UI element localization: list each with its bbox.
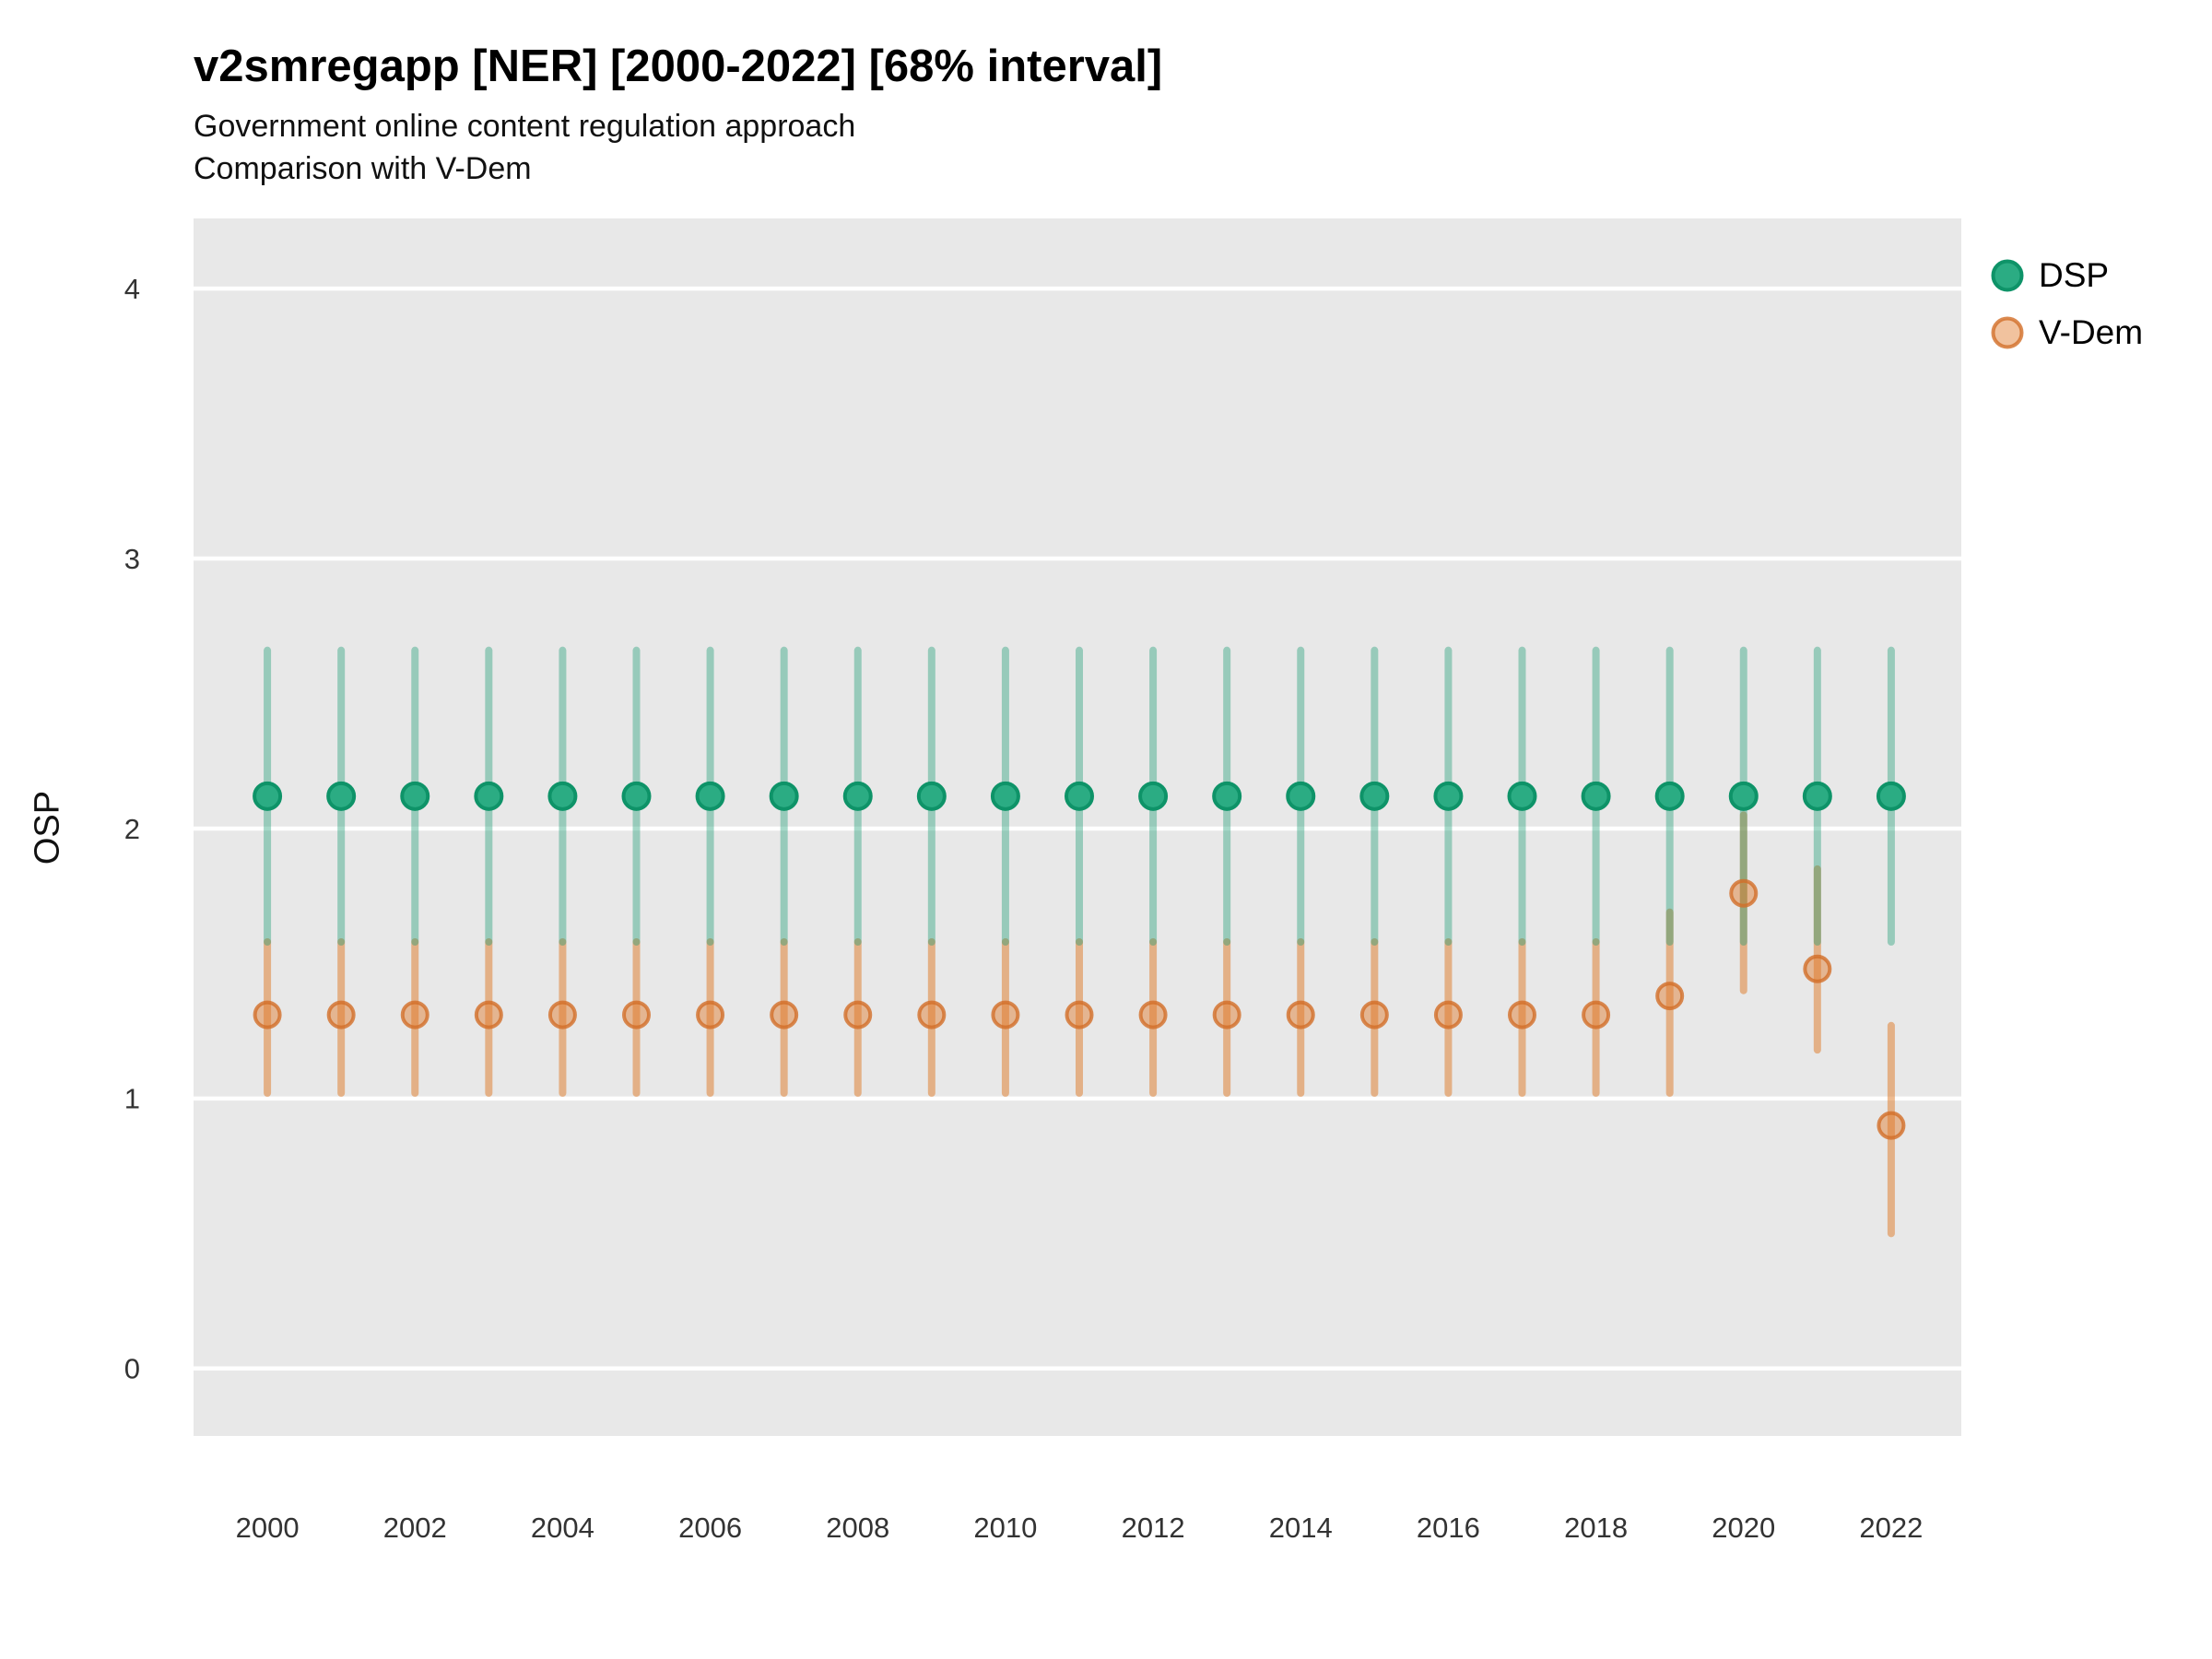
vdem-point-2017 xyxy=(1508,1000,1537,1030)
dsp-point-2020 xyxy=(1728,781,1759,811)
vdem-point-2009 xyxy=(917,1000,947,1030)
y-tick-label-2: 2 xyxy=(124,813,140,845)
dsp-point-2018 xyxy=(1581,781,1611,811)
chart-subtitle-2: Comparison with V-Dem xyxy=(194,151,532,186)
dsp-point-2019 xyxy=(1654,781,1685,811)
x-tick-label-2022: 2022 xyxy=(1859,1512,1923,1544)
vdem-point-2002 xyxy=(400,1000,429,1030)
vdem-point-2015 xyxy=(1359,1000,1389,1030)
dsp-point-2015 xyxy=(1359,781,1390,811)
legend-item-vdem: V-Dem xyxy=(1987,304,2143,361)
y-tick-label-4: 4 xyxy=(124,273,140,305)
dsp-point-2008 xyxy=(842,781,873,811)
legend-swatch-dsp-icon xyxy=(1991,259,2024,292)
vdem-point-2021 xyxy=(1803,954,1832,983)
dsp-point-2002 xyxy=(400,781,430,811)
legend-label-dsp: DSP xyxy=(2039,256,2110,294)
y-tick-label-3: 3 xyxy=(124,543,140,575)
dsp-point-2010 xyxy=(990,781,1020,811)
dsp-point-2009 xyxy=(916,781,947,811)
vdem-point-2020 xyxy=(1729,878,1759,908)
dsp-point-2014 xyxy=(1286,781,1316,811)
legend: DSP V-Dem xyxy=(1987,247,2143,361)
legend-label-vdem: V-Dem xyxy=(2039,313,2144,351)
dsp-point-2007 xyxy=(769,781,799,811)
x-tick-label-2010: 2010 xyxy=(973,1512,1037,1544)
chart-title: v2smregapp [NER] [2000-2022] [68% interv… xyxy=(194,41,1163,91)
vdem-point-2003 xyxy=(474,1000,503,1030)
vdem-point-2016 xyxy=(1433,1000,1463,1030)
vdem-point-2004 xyxy=(547,1000,577,1030)
chart-subtitle: Government online content regulation app… xyxy=(194,109,856,144)
vdem-point-2008 xyxy=(843,1000,873,1030)
vdem-point-2011 xyxy=(1065,1000,1094,1030)
dsp-point-2001 xyxy=(326,781,357,811)
x-tick-label-2016: 2016 xyxy=(1417,1512,1480,1544)
vdem-point-2006 xyxy=(696,1000,725,1030)
vdem-point-2012 xyxy=(1138,1000,1168,1030)
dsp-point-2022 xyxy=(1876,781,1906,811)
vdem-point-2022 xyxy=(1877,1111,1906,1140)
dsp-point-2017 xyxy=(1507,781,1537,811)
x-tick-label-2000: 2000 xyxy=(236,1512,300,1544)
dsp-point-2000 xyxy=(253,781,283,811)
x-tick-label-2020: 2020 xyxy=(1712,1512,1775,1544)
vdem-point-2018 xyxy=(1582,1000,1611,1030)
vdem-point-2007 xyxy=(770,1000,799,1030)
x-tick-label-2012: 2012 xyxy=(1122,1512,1185,1544)
x-tick-label-2006: 2006 xyxy=(678,1512,742,1544)
x-tick-label-2004: 2004 xyxy=(531,1512,594,1544)
vdem-point-2001 xyxy=(326,1000,356,1030)
y-tick-label-1: 1 xyxy=(124,1083,140,1115)
y-tick-label-0: 0 xyxy=(124,1353,140,1385)
dsp-point-2016 xyxy=(1433,781,1464,811)
dsp-point-2005 xyxy=(621,781,652,811)
legend-swatch-vdem-icon xyxy=(1991,316,2024,349)
dsp-point-2006 xyxy=(695,781,725,811)
x-tick-label-2018: 2018 xyxy=(1564,1512,1628,1544)
dsp-point-2004 xyxy=(547,781,578,811)
legend-item-dsp: DSP xyxy=(1987,247,2143,304)
dsp-point-2011 xyxy=(1065,781,1095,811)
vdem-point-2005 xyxy=(622,1000,652,1030)
x-tick-label-2014: 2014 xyxy=(1269,1512,1333,1544)
dsp-point-2012 xyxy=(1138,781,1169,811)
dsp-point-2021 xyxy=(1802,781,1832,811)
vdem-point-2019 xyxy=(1655,982,1685,1011)
dsp-point-2013 xyxy=(1212,781,1242,811)
vdem-point-2013 xyxy=(1212,1000,1241,1030)
x-tick-label-2002: 2002 xyxy=(383,1512,447,1544)
x-tick-label-2008: 2008 xyxy=(826,1512,889,1544)
dsp-point-2003 xyxy=(474,781,504,811)
vdem-point-2014 xyxy=(1286,1000,1315,1030)
vdem-point-2010 xyxy=(991,1000,1020,1030)
vdem-point-2000 xyxy=(253,1000,282,1030)
